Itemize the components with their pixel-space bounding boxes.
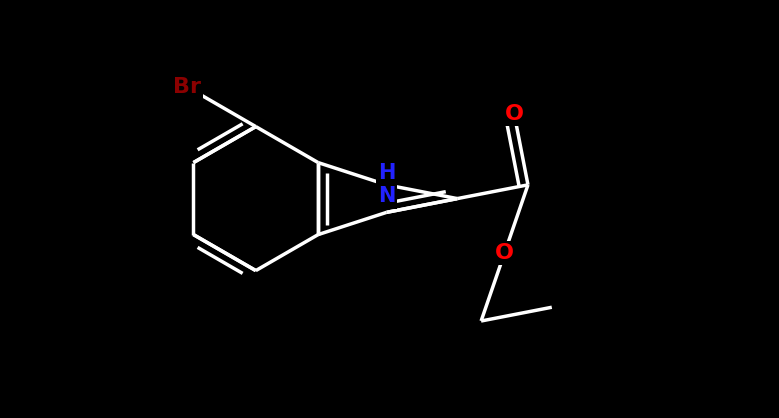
Text: H
N: H N xyxy=(378,163,395,206)
Text: Br: Br xyxy=(173,77,201,97)
Text: O: O xyxy=(495,243,514,263)
Text: O: O xyxy=(505,104,523,124)
